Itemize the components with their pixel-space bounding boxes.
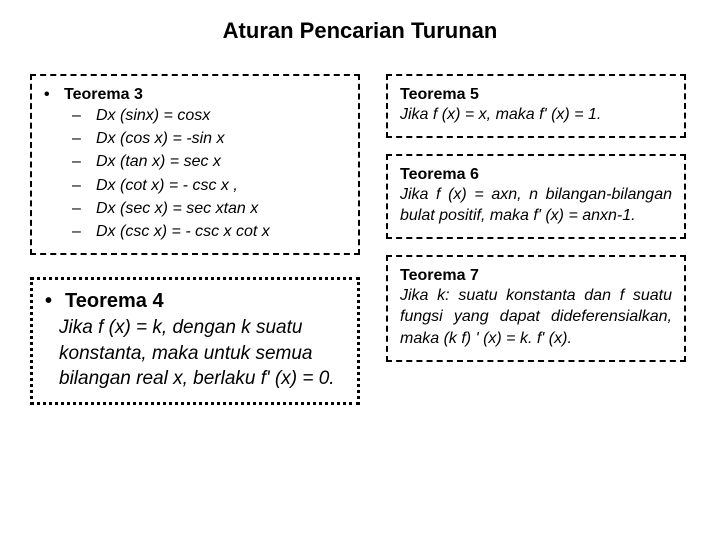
dash-icon: – [72, 104, 96, 127]
list-item: –Dx (cos x) = -sin x [72, 127, 346, 150]
teorema-5-box: Teorema 5 Jika f (x) = x, maka f' (x) = … [386, 74, 686, 138]
teorema-4-heading: Teorema 4 [65, 290, 164, 313]
formula-text: Dx (sinx) = cosx [96, 104, 210, 127]
teorema-4-box: • Teorema 4 Jika f (x) = k, dengan k sua… [30, 277, 360, 405]
bullet-icon: • [44, 86, 64, 104]
list-item: –Dx (csc x) = - csc x cot x [72, 220, 346, 243]
dash-icon: – [72, 197, 96, 220]
teorema-6-body: Jika f (x) = axn, n bilangan-bilangan bu… [400, 184, 672, 227]
right-column: Teorema 5 Jika f (x) = x, maka f' (x) = … [386, 74, 686, 405]
teorema-4-heading-row: • Teorema 4 [45, 290, 345, 313]
teorema-7-body: Jika k: suatu konstanta dan f suatu fung… [400, 285, 672, 350]
teorema-6-heading: Teorema 6 [400, 166, 672, 184]
list-item: –Dx (cot x) = - csc x , [72, 174, 346, 197]
teorema-7-box: Teorema 7 Jika k: suatu konstanta dan f … [386, 255, 686, 362]
teorema-3-box: • Teorema 3 –Dx (sinx) = cosx –Dx (cos x… [30, 74, 360, 255]
teorema-5-body: Jika f (x) = x, maka f' (x) = 1. [400, 104, 672, 126]
dash-icon: – [72, 127, 96, 150]
list-item: –Dx (sinx) = cosx [72, 104, 346, 127]
slide: Aturan Pencarian Turunan • Teorema 3 –Dx… [0, 0, 720, 540]
dash-icon: – [72, 174, 96, 197]
teorema-3-heading-row: • Teorema 3 [44, 86, 346, 104]
teorema-7-heading: Teorema 7 [400, 267, 672, 285]
list-item: –Dx (sec x) = sec xtan x [72, 197, 346, 220]
bullet-icon: • [45, 290, 65, 313]
slide-title: Aturan Pencarian Turunan [30, 18, 690, 44]
teorema-6-box: Teorema 6 Jika f (x) = axn, n bilangan-b… [386, 154, 686, 239]
formula-text: Dx (csc x) = - csc x cot x [96, 220, 270, 243]
formula-text: Dx (tan x) = sec x [96, 150, 221, 173]
left-column: • Teorema 3 –Dx (sinx) = cosx –Dx (cos x… [30, 74, 360, 405]
teorema-3-heading: Teorema 3 [64, 86, 143, 104]
teorema-3-list: –Dx (sinx) = cosx –Dx (cos x) = -sin x –… [72, 104, 346, 243]
teorema-4-body: Jika f (x) = k, dengan k suatu konstanta… [59, 315, 345, 392]
formula-text: Dx (cot x) = - csc x , [96, 174, 238, 197]
content-area: • Teorema 3 –Dx (sinx) = cosx –Dx (cos x… [30, 74, 690, 405]
list-item: –Dx (tan x) = sec x [72, 150, 346, 173]
dash-icon: – [72, 150, 96, 173]
teorema-5-heading: Teorema 5 [400, 86, 672, 104]
formula-text: Dx (cos x) = -sin x [96, 127, 224, 150]
dash-icon: – [72, 220, 96, 243]
formula-text: Dx (sec x) = sec xtan x [96, 197, 258, 220]
